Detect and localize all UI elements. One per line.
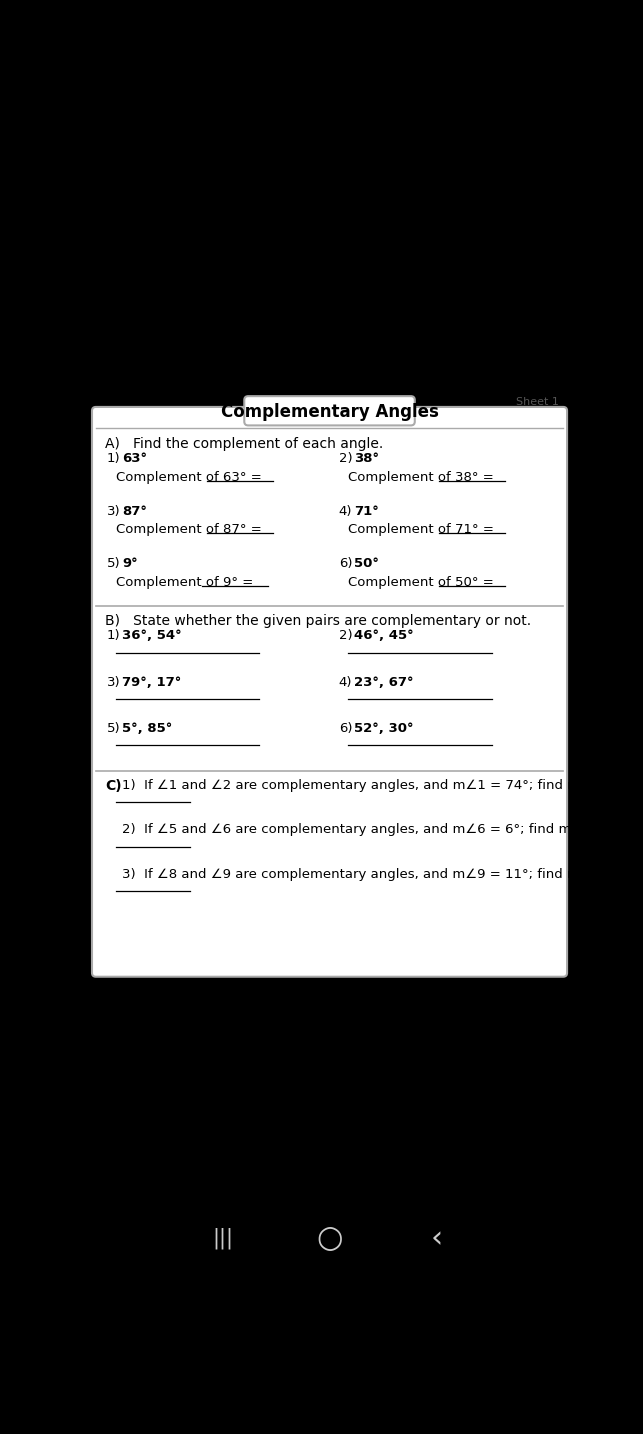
Text: 2): 2) bbox=[339, 452, 352, 466]
Text: 3): 3) bbox=[107, 505, 120, 518]
Text: 71°: 71° bbox=[354, 505, 379, 518]
Text: 2): 2) bbox=[339, 630, 352, 642]
Text: 3): 3) bbox=[107, 675, 120, 688]
Text: 5): 5) bbox=[107, 721, 120, 734]
Text: 4): 4) bbox=[339, 505, 352, 518]
Text: Complement of 63° =: Complement of 63° = bbox=[116, 470, 262, 483]
Text: 63°: 63° bbox=[122, 452, 147, 466]
Text: Complement of 87° =: Complement of 87° = bbox=[116, 523, 262, 536]
Text: 46°, 45°: 46°, 45° bbox=[354, 630, 414, 642]
Text: C): C) bbox=[105, 779, 122, 793]
Text: 50°: 50° bbox=[354, 556, 379, 571]
Text: 6): 6) bbox=[339, 556, 352, 571]
Text: Complement of 71° =: Complement of 71° = bbox=[348, 523, 494, 536]
Text: 36°, 54°: 36°, 54° bbox=[122, 630, 182, 642]
Text: 1)  If ∠1 and ∠2 are complementary angles, and m∠1 = 74°; find m∠2.: 1) If ∠1 and ∠2 are complementary angles… bbox=[122, 779, 605, 792]
Text: 6): 6) bbox=[339, 721, 352, 734]
Text: Complement of 9° =: Complement of 9° = bbox=[116, 575, 253, 588]
Text: |||: ||| bbox=[212, 1228, 233, 1249]
Text: 38°: 38° bbox=[354, 452, 379, 466]
Text: Complementary Angles: Complementary Angles bbox=[221, 403, 439, 420]
Text: 2)  If ∠5 and ∠6 are complementary angles, and m∠6 = 6°; find m∠5.: 2) If ∠5 and ∠6 are complementary angles… bbox=[122, 823, 596, 836]
Text: 3)  If ∠8 and ∠9 are complementary angles, and m∠9 = 11°; find m∠8.: 3) If ∠8 and ∠9 are complementary angles… bbox=[122, 868, 604, 880]
Text: 4): 4) bbox=[339, 675, 352, 688]
FancyBboxPatch shape bbox=[244, 396, 415, 426]
Text: 5): 5) bbox=[107, 556, 120, 571]
Text: 5°, 85°: 5°, 85° bbox=[122, 721, 172, 734]
Text: 1): 1) bbox=[107, 630, 120, 642]
Text: ‹: ‹ bbox=[431, 1225, 443, 1253]
Text: Sheet 1: Sheet 1 bbox=[516, 397, 559, 407]
Text: Complement of 38° =: Complement of 38° = bbox=[348, 470, 494, 483]
FancyBboxPatch shape bbox=[92, 407, 567, 977]
Text: 52°, 30°: 52°, 30° bbox=[354, 721, 414, 734]
Text: A)   Find the complement of each angle.: A) Find the complement of each angle. bbox=[105, 437, 383, 450]
Text: Complement of 50° =: Complement of 50° = bbox=[348, 575, 494, 588]
Text: 79°, 17°: 79°, 17° bbox=[122, 675, 181, 688]
Text: ○: ○ bbox=[316, 1225, 343, 1253]
Text: 23°, 67°: 23°, 67° bbox=[354, 675, 414, 688]
Text: 9°: 9° bbox=[122, 556, 138, 571]
Text: 87°: 87° bbox=[122, 505, 147, 518]
Text: B)   State whether the given pairs are complementary or not.: B) State whether the given pairs are com… bbox=[105, 614, 531, 628]
Text: 1): 1) bbox=[107, 452, 120, 466]
